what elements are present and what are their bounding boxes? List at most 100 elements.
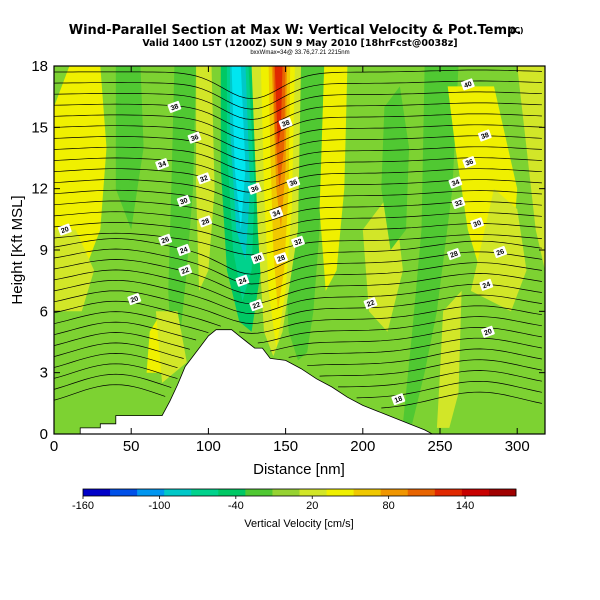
velocity-region-updraft [319,66,348,291]
colorbar-swatch [137,489,165,496]
contour-label-group: 28 [198,215,213,228]
chart-subtitle-small: bxxWmax=34@ 33.76,27.21 2215nm [250,50,349,56]
contour-label: 36 [289,179,299,188]
contour-label-group: 30 [176,194,191,207]
contour-label-group: 32 [196,172,211,185]
contour-label-bg [198,215,213,228]
contour-label-bg [447,248,461,261]
contour-label-group: 32 [291,235,305,248]
contour-label-group: 26 [158,233,173,246]
contour-label-group: 38 [477,129,492,142]
contour-label-group: 36 [247,182,262,195]
colorbar-swatch [488,489,517,496]
contour-label-group: 20 [127,293,142,306]
colorbar-swatch [191,489,219,496]
contour-label-bg [158,233,173,246]
contour-label: 36 [465,158,475,167]
contour-label-bg [448,176,463,189]
theta-contour [54,80,542,110]
contour-label-bg [479,278,494,291]
contour-label: 32 [199,175,209,184]
contour-label-bg [291,235,305,248]
theta-contour [54,259,542,295]
contour-label: 24 [179,246,189,255]
contour-label-group: 38 [167,100,182,113]
x-tick-label: 100 [196,438,221,455]
theta-contour [54,300,542,334]
colorbar-swatch [326,489,355,496]
y-tick-label: 6 [40,303,48,320]
contour-label-group: 24 [235,274,250,287]
theta-contour [54,290,542,324]
contour-label-group: 34 [269,207,284,220]
colorbar-swatch [353,489,382,496]
contour-label-bg [247,182,262,195]
terrain-mask [54,329,545,435]
contour-label-group: 22 [249,299,264,312]
contour-label-group: 24 [479,278,494,291]
theta-contour [54,363,542,388]
contour-label-bg [477,129,492,142]
x-tick-label: 150 [273,438,298,455]
contour-label: 36 [190,134,200,143]
colorbar-swatch [461,489,490,496]
contour-label-bg [176,244,191,256]
contour-label: 22 [366,299,376,308]
colorbar-swatch [272,489,300,496]
contour-label-bg [249,299,264,312]
x-tick-label: 50 [123,438,140,455]
theta-contour [54,248,542,285]
contour-label-group: 36 [462,156,477,169]
contour-label-group: 22 [178,264,193,277]
contour-label-group: 28 [274,252,288,265]
y-axis-label: Height [Kft MSL] [9,195,26,304]
contour-label-bg [278,117,293,130]
contour-label: 28 [201,218,211,227]
contour-label-bg [196,172,211,185]
contour-label-group: 22 [363,297,378,310]
contour-label: 36 [250,185,260,194]
contour-label: 30 [253,254,263,263]
colorbar-tick-label: 140 [456,500,474,512]
contour-label: 26 [496,248,506,257]
contour-label-bg [235,274,250,287]
colorbar-tick-label: 80 [383,500,395,512]
colorbar-swatch [110,489,138,496]
contour-label-bg [451,197,466,209]
y-tick-label: 15 [31,119,48,136]
colorbar-swatch [164,489,192,496]
x-tick-label: 200 [350,438,375,455]
theta-contour [54,279,542,314]
contour-label-group: 34 [155,158,169,171]
colorbar-tick-label: -100 [148,500,170,512]
y-tick-label: 3 [40,365,48,382]
contour-label: 40 [463,81,473,90]
contour-label-bg [176,194,191,207]
contour-label-bg [167,100,182,113]
y-tick-label: 0 [40,426,48,443]
contour-label: 38 [281,119,291,128]
velocity-region-moderate-updraft [517,66,545,271]
colorbar-swatch [434,489,463,496]
contour-label: 24 [482,281,492,290]
y-tick-label: 12 [31,181,48,198]
theta-contour [54,91,542,120]
velocity-region-core-down2 [231,66,246,230]
contour-label: 28 [276,254,286,263]
contour-label: 18 [394,395,404,404]
contour-label-bg [462,156,477,169]
colorbar-tick-label: -160 [72,500,94,512]
velocity-region-moderate-updraft [54,229,95,312]
contour-label-bg [127,293,142,306]
colorbar-frame [82,488,517,497]
contour-label-bg [286,176,301,189]
contour-label-bg [250,252,265,265]
contour-label: 20 [60,226,70,235]
colorbar-swatch [380,489,409,496]
contour-label-group: 26 [493,246,508,258]
terrain-shape [54,329,545,435]
contour-label-bg [460,78,475,91]
contour-label: 28 [449,250,459,259]
